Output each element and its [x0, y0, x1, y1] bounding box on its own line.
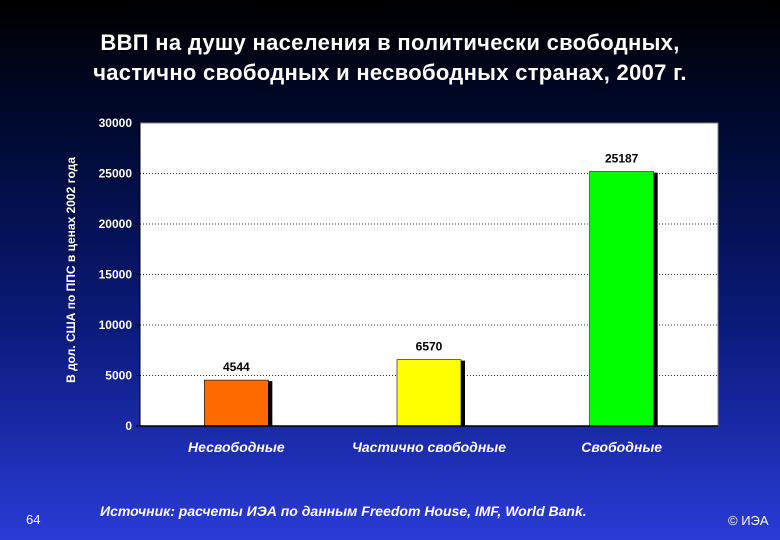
y-tick-label: 20000 [99, 217, 133, 231]
data-label: 4544 [223, 360, 250, 374]
x-category-label: Несвободные [188, 439, 285, 455]
copyright: © ИЭА [728, 513, 769, 528]
x-category-label: Свободные [581, 439, 662, 455]
source-note: Источник: расчеты ИЭА по данным Freedom … [100, 503, 587, 519]
bar-3 [589, 171, 654, 427]
data-label: 25187 [605, 152, 639, 166]
y-tick-label: 10000 [99, 318, 133, 332]
bar-1 [204, 379, 269, 427]
x-category-label: Частично свободные [352, 439, 506, 455]
y-tick-label: 15000 [99, 268, 133, 282]
bar-2 [396, 359, 462, 427]
y-tick-label: 0 [125, 419, 132, 433]
y-tick-label: 25000 [99, 167, 133, 181]
chart-title: ВВП на душу населения в политически своб… [0, 28, 780, 88]
chart-title-line-1: ВВП на душу населения в политически своб… [100, 30, 680, 55]
data-label: 6570 [416, 340, 443, 354]
y-tick-label: 5000 [105, 369, 132, 383]
page-number: 64 [26, 512, 41, 527]
chart-title-line-2: частично свободных и несвободных странах… [93, 60, 687, 85]
y-tick-label: 30000 [99, 116, 133, 130]
